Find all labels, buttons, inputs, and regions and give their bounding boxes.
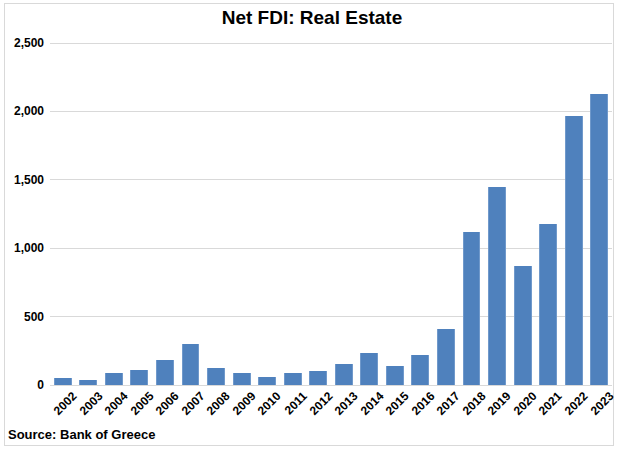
bar-slot-2010 (254, 43, 280, 385)
bar-2005 (130, 370, 148, 385)
bar-2002 (54, 378, 72, 385)
bar-slot-2023 (586, 43, 612, 385)
bar-2016 (411, 355, 429, 385)
x-axis-label-2022: 2022 (562, 389, 591, 418)
bar-slot-2021 (535, 43, 561, 385)
bar-slot-2016 (408, 43, 434, 385)
bar-slot-2007 (178, 43, 204, 385)
bar-slot-2006 (152, 43, 178, 385)
x-axis-label-2016: 2016 (409, 389, 438, 418)
bar-2011 (284, 373, 302, 385)
x-axis-label-2020: 2020 (511, 389, 540, 418)
plot-area (50, 43, 612, 385)
bar-slot-2011 (280, 43, 306, 385)
y-axis-label: 0 (37, 378, 44, 392)
bar-slot-2019 (484, 43, 510, 385)
bar-2022 (565, 116, 583, 385)
bar-2015 (386, 366, 404, 385)
x-axis-label-2017: 2017 (434, 389, 463, 418)
x-axis-label-2011: 2011 (281, 389, 309, 417)
bar-slot-2004 (101, 43, 127, 385)
bars-row (50, 43, 612, 385)
bar-2008 (207, 368, 225, 385)
x-axis-label-2005: 2005 (128, 389, 157, 418)
x-axis-label-2021: 2021 (536, 389, 565, 418)
bar-2003 (79, 380, 97, 385)
y-axis-label: 2,500 (14, 36, 44, 50)
bar-slot-2018 (459, 43, 485, 385)
x-axis-label-2003: 2003 (76, 389, 105, 418)
bar-2012 (309, 371, 327, 385)
x-axis-label-2004: 2004 (102, 389, 131, 418)
x-axis-label-2010: 2010 (255, 389, 284, 418)
bar-2009 (233, 373, 251, 385)
bar-slot-2009 (229, 43, 255, 385)
bar-slot-2014 (357, 43, 383, 385)
y-axis-label: 1,500 (14, 173, 44, 187)
bar-slot-2020 (510, 43, 536, 385)
x-axis-label-2023: 2023 (587, 389, 616, 418)
x-axis-label-2008: 2008 (204, 389, 233, 418)
x-axis-label-2009: 2009 (230, 389, 259, 418)
bar-2013 (335, 364, 353, 385)
bar-2023 (590, 94, 608, 385)
y-axis-label: 1,000 (14, 241, 44, 255)
bar-2014 (360, 353, 378, 385)
bar-2006 (156, 360, 174, 385)
source-note: Source: Bank of Greece (8, 427, 155, 442)
bar-slot-2015 (382, 43, 408, 385)
bar-2018 (463, 232, 481, 385)
x-axis-label-2015: 2015 (383, 389, 412, 418)
x-axis-label-2018: 2018 (460, 389, 489, 418)
bar-2004 (105, 373, 123, 385)
bar-2010 (258, 377, 276, 385)
bar-slot-2022 (561, 43, 587, 385)
bar-2020 (514, 266, 532, 385)
x-axis-label-2006: 2006 (153, 389, 182, 418)
x-axis-label-2019: 2019 (485, 389, 514, 418)
net-fdi-chart: Net FDI: Real Estate 0 500 1,000 1,500 2,000… (0, 0, 624, 453)
bar-slot-2013 (331, 43, 357, 385)
y-axis-label: 2,000 (14, 104, 44, 118)
x-axis-label-2007: 2007 (179, 389, 208, 418)
bar-slot-2002 (50, 43, 76, 385)
x-axis-label-2013: 2013 (332, 389, 361, 418)
bar-slot-2008 (203, 43, 229, 385)
bar-2019 (488, 187, 506, 385)
x-axis-label-2012: 2012 (306, 389, 335, 418)
bar-slot-2005 (127, 43, 153, 385)
x-axis-label-2014: 2014 (357, 389, 386, 418)
bar-slot-2017 (433, 43, 459, 385)
bar-2021 (539, 224, 557, 385)
bar-slot-2003 (76, 43, 102, 385)
bar-2017 (437, 329, 455, 385)
bar-slot-2012 (305, 43, 331, 385)
x-axis-label-2002: 2002 (51, 389, 80, 418)
chart-title: Net FDI: Real Estate (0, 7, 624, 29)
y-axis: 05001,0001,5002,0002,500 (0, 43, 44, 385)
y-axis-label: 500 (24, 310, 44, 324)
bar-2007 (182, 344, 200, 385)
